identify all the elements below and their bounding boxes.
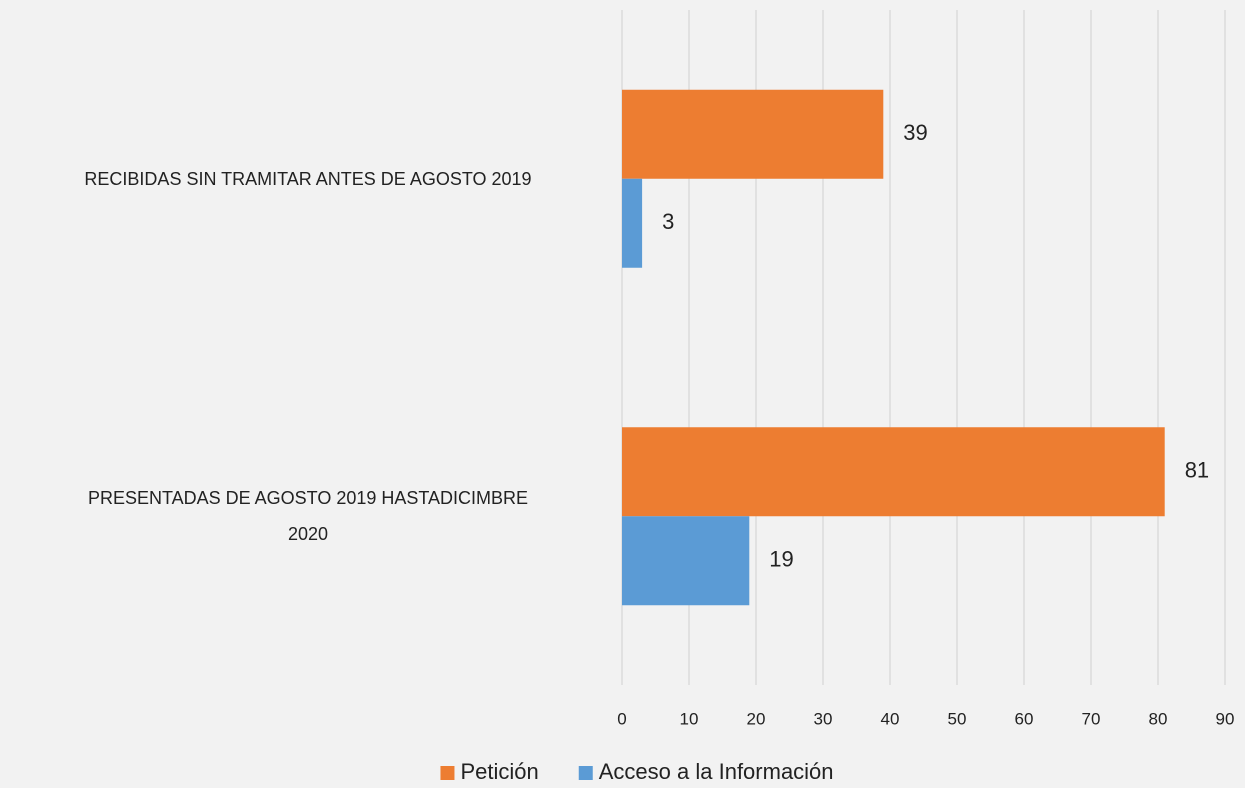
data-label: 19 <box>769 547 793 572</box>
x-tick-label: 40 <box>881 709 900 728</box>
x-tick-label: 0 <box>617 709 626 728</box>
legend-label: Petición <box>460 759 538 784</box>
x-tick-label: 80 <box>1149 709 1168 728</box>
legend-swatch <box>440 766 455 780</box>
x-tick-label: 20 <box>747 709 766 728</box>
data-label: 3 <box>662 209 674 234</box>
legend-swatch <box>578 766 593 780</box>
x-tick-label: 70 <box>1082 709 1101 728</box>
data-label: 39 <box>903 120 927 145</box>
data-label: 81 <box>1185 458 1209 483</box>
x-tick-label: 90 <box>1216 709 1235 728</box>
category-label: RECIBIDAS SIN TRAMITAR ANTES DE AGOSTO 2… <box>84 168 532 189</box>
x-tick-label: 60 <box>1015 709 1034 728</box>
bar <box>622 178 643 268</box>
bar <box>622 427 1165 517</box>
x-tick-label: 10 <box>680 709 699 728</box>
x-tick-label: 30 <box>814 709 833 728</box>
bar <box>622 516 750 606</box>
category-label: PRESENTADAS DE AGOSTO 2019 HASTADICIMBRE… <box>87 488 529 545</box>
legend-label: Acceso a la Información <box>599 759 834 784</box>
bar <box>622 89 884 179</box>
x-tick-label: 50 <box>948 709 967 728</box>
